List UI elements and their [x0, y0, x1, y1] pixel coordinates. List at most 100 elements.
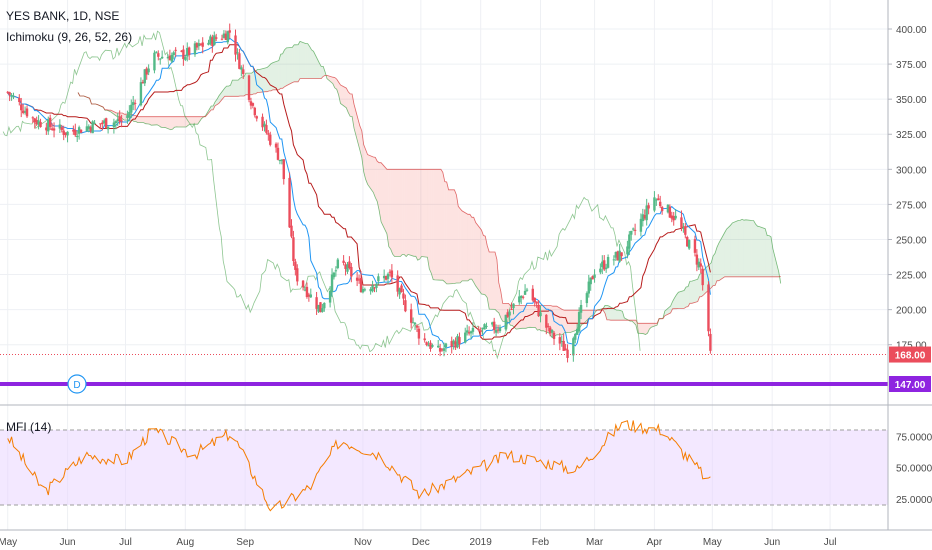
cloud-segment [456, 194, 459, 284]
cloud-segment [688, 281, 690, 307]
cloud-segment [151, 116, 158, 126]
candle-body [20, 104, 23, 111]
candle-body [518, 296, 521, 303]
cloud-segment [377, 161, 380, 211]
candle-body [429, 342, 432, 349]
dividend-marker [67, 374, 87, 394]
cloud-segment [137, 116, 144, 123]
candle-body [444, 343, 448, 348]
cloud-segment [334, 77, 337, 90]
cloud-segment [307, 43, 310, 79]
cloud-segment [755, 224, 758, 277]
candle-body [228, 30, 231, 33]
candle-body [633, 229, 637, 231]
candle-body [263, 123, 266, 127]
candle-body [74, 129, 77, 136]
candle-body [657, 198, 660, 201]
cloud-segment [365, 149, 368, 185]
candle-body [491, 322, 494, 325]
candle-body [126, 115, 129, 119]
candle-body [355, 277, 359, 281]
cloud-segment [562, 309, 565, 335]
candle-body [101, 122, 104, 124]
cloud-segment [556, 306, 563, 335]
candle-body [680, 217, 683, 228]
cloud-segment [232, 80, 239, 97]
time-tick-label: Aug [176, 537, 194, 548]
support-price-label: 147.00 [895, 380, 926, 391]
cloud-segment [311, 49, 314, 79]
candle-body [369, 289, 372, 292]
cloud-segment [280, 53, 283, 89]
cloud-segment [278, 54, 281, 90]
cloud-segment [363, 144, 366, 180]
candle-body [390, 270, 394, 278]
cloud-segment [730, 222, 733, 277]
cloud-segment [489, 251, 495, 310]
candle-body [525, 289, 529, 291]
cloud-segment [767, 235, 770, 277]
candle-body [452, 340, 455, 345]
cloud-segment [769, 235, 772, 277]
price-tick-label: 200.00 [896, 306, 927, 317]
candle-body [626, 246, 629, 255]
cloud-segment [674, 294, 677, 309]
mfi-legend: MFI (14) [6, 420, 51, 434]
candle-body [114, 121, 118, 123]
cloud-segment [417, 169, 420, 261]
candle-body [267, 133, 270, 135]
cloud-segment [313, 51, 320, 79]
candle-body [187, 47, 191, 56]
candle-body [220, 38, 224, 40]
cloud-segment [745, 219, 752, 277]
candle-body [537, 304, 540, 317]
cloud-segment [269, 63, 272, 91]
cloud-segment [218, 88, 225, 104]
cloud-segment [645, 323, 648, 335]
cloud-segment [299, 41, 306, 79]
candle-body [699, 263, 702, 267]
candle-body [211, 37, 214, 46]
candle-body [593, 274, 596, 278]
candle-body [290, 225, 293, 237]
cloud-segment [753, 220, 756, 277]
cloud-segment [159, 116, 161, 128]
cloud-segment [610, 307, 617, 321]
candle-body [693, 239, 697, 253]
candle-body [587, 281, 590, 294]
cloud-segment [170, 116, 173, 130]
cloud-segment [742, 219, 744, 277]
cloud-segment [554, 306, 557, 337]
cloud-segment [149, 116, 152, 126]
candle-body [606, 257, 610, 268]
mfi-tick-label: 75.0000 [896, 432, 932, 443]
candle-body [166, 56, 170, 59]
cloud-segment [494, 251, 497, 312]
candle-body [415, 325, 419, 328]
candle-body [240, 67, 243, 70]
cloud-segment [309, 46, 312, 79]
cloud-segment [462, 210, 468, 281]
cloud-segment [713, 253, 716, 286]
candle-body [143, 69, 146, 84]
cloud-segment [583, 310, 590, 324]
candle-body [33, 118, 36, 123]
candle-body [348, 261, 351, 269]
candle-body [520, 295, 523, 298]
cloud-segment [581, 310, 584, 325]
cloud-segment [637, 323, 644, 334]
candle-body [361, 288, 365, 293]
candle-body [6, 91, 9, 93]
candle-body [332, 272, 336, 278]
candle-body [8, 92, 11, 95]
price-tick-label: 275.00 [896, 200, 927, 211]
time-tick-label: Jul [119, 537, 132, 548]
cloud-segment [211, 105, 214, 110]
candle-body [89, 127, 92, 132]
cloud-segment [336, 79, 339, 95]
cloud-segment [686, 286, 689, 307]
candle-body [222, 33, 226, 38]
